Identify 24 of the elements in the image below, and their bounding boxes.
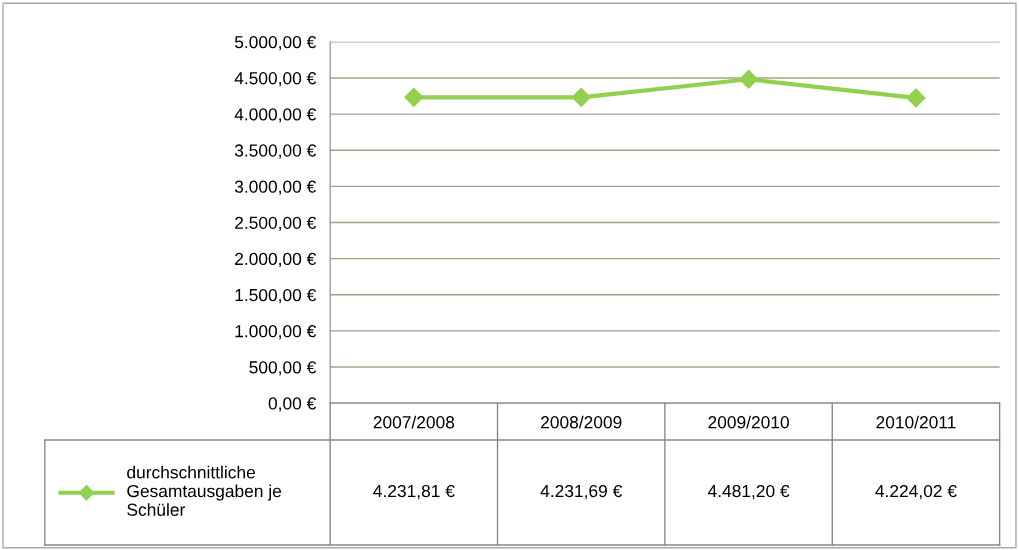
x-tick-label: 2008/2009 [541, 415, 622, 429]
y-tick-label: 0,00 € [268, 397, 317, 412]
point [404, 87, 424, 107]
y-tick-label: 500,00 € [249, 361, 317, 376]
point [906, 88, 926, 108]
x-tick-label: 2010/2011 [876, 415, 956, 429]
y-tick-label: 3.000,00 € [234, 180, 317, 195]
y-tick-label: 5.000,00 € [234, 35, 317, 51]
legend-label: durchschnittliche Gesamtausgaben je Schüler [127, 465, 282, 516]
data-label: 4.231,81 € [373, 484, 455, 500]
y-tick-label: 3.500,00 € [234, 144, 317, 159]
data-label: 4.231,69 € [540, 484, 622, 500]
x-tick-label: 2007/2008 [373, 415, 455, 429]
data-label: 4.224,02 € [875, 484, 957, 500]
y-tick-label: 4.500,00 € [234, 72, 317, 87]
point [571, 87, 591, 107]
y-tick-label: 1.500,00 € [235, 288, 317, 304]
y-tick-label: 2.000,00 € [235, 252, 317, 268]
y-tick-label: 4.000,00 € [234, 108, 317, 123]
y-tick-label: 2.500,00 € [235, 216, 317, 231]
data-label: 4.481,20 € [707, 484, 790, 500]
point [739, 69, 759, 89]
x-tick-label: 2009/2010 [708, 415, 789, 429]
y-tick-label: 1.000,00 € [235, 325, 317, 340]
